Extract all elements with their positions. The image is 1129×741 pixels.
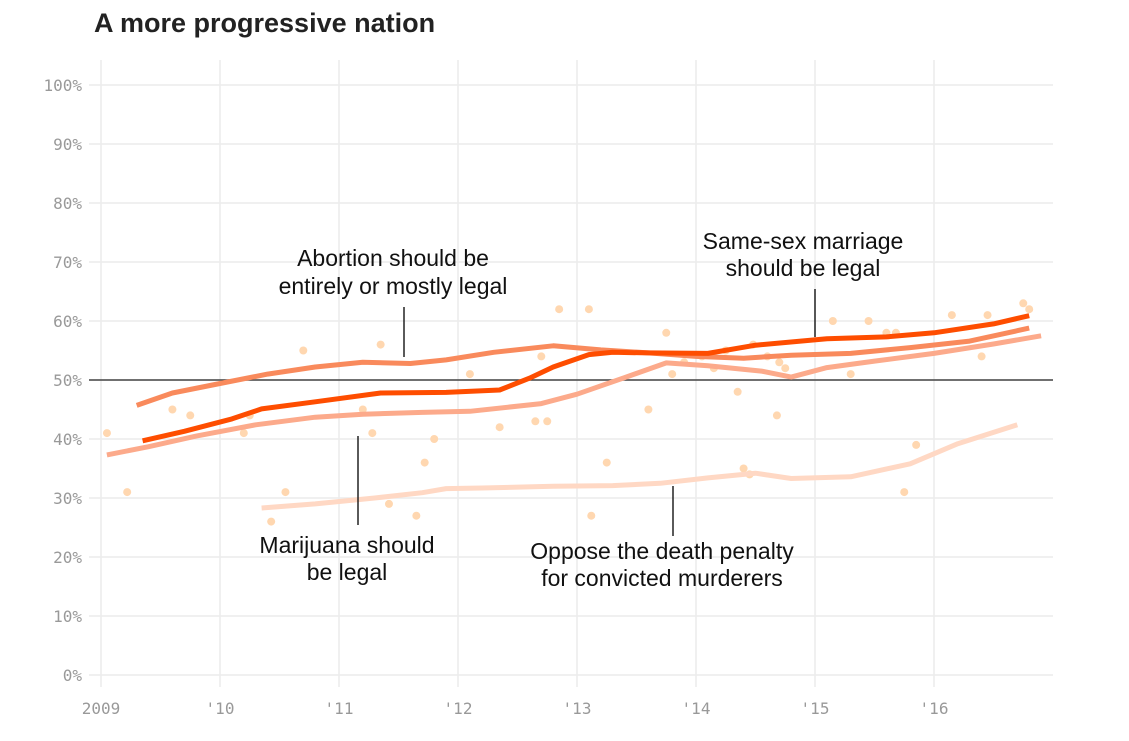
scatter-point xyxy=(412,511,421,520)
x-tick-label: '15 xyxy=(801,699,830,718)
x-tick-label: '13 xyxy=(563,699,592,718)
x-tick-label: '16 xyxy=(920,699,949,718)
annotation-label: be legal xyxy=(307,559,388,585)
series-layer xyxy=(106,313,1042,511)
scatter-point xyxy=(384,499,393,508)
series-line xyxy=(106,333,1042,458)
scatter-point xyxy=(947,311,956,320)
scatter-point xyxy=(186,411,195,420)
annotation-label: Marijuana should xyxy=(259,532,434,558)
scatter-point xyxy=(602,458,611,467)
grid-layer xyxy=(89,60,1053,687)
scatter-layer xyxy=(102,299,1034,526)
scatter-point xyxy=(846,370,855,379)
scatter-point xyxy=(584,305,593,314)
scatter-point xyxy=(983,311,992,320)
chart-title: A more progressive nation xyxy=(94,8,436,38)
y-tick-label: 60% xyxy=(53,312,82,331)
scatter-point xyxy=(430,435,439,443)
y-tick-label: 40% xyxy=(53,430,82,449)
scatter-point xyxy=(775,358,784,367)
scatter-point xyxy=(555,305,564,314)
x-tick-label: '11 xyxy=(325,699,354,718)
y-tick-label: 100% xyxy=(43,76,82,95)
scatter-point xyxy=(864,317,873,325)
scatter-point xyxy=(102,429,111,438)
annotation-label: entirely or mostly legal xyxy=(279,273,508,299)
y-tick-label: 50% xyxy=(53,371,82,390)
scatter-point xyxy=(420,458,429,467)
scatter-point xyxy=(644,405,653,414)
scatter-point xyxy=(781,364,790,373)
y-tick-label: 10% xyxy=(53,607,82,626)
y-tick-label: 80% xyxy=(53,194,82,213)
x-axis-ticks: 2009 '10 '11 '12 '13 '14 '15 '16 xyxy=(82,699,949,718)
scatter-point xyxy=(662,328,671,337)
scatter-point xyxy=(376,340,385,349)
annotation-label: Oppose the death penalty xyxy=(530,538,794,564)
scatter-point xyxy=(495,423,504,432)
scatter-point xyxy=(531,417,540,426)
scatter-point xyxy=(123,488,132,497)
scatter-point xyxy=(739,464,748,473)
scatter-point xyxy=(587,511,596,520)
annotation-label: should be legal xyxy=(726,255,881,281)
series-line xyxy=(142,313,1030,444)
y-axis-ticks: 0% 10% 20% 30% 40% 50% 60% 70% 80% 90% 100% xyxy=(43,76,82,685)
scatter-point xyxy=(828,317,837,325)
annotation-label: Same-sex marriage xyxy=(703,228,904,254)
series-line xyxy=(135,325,1030,408)
scatter-point xyxy=(1025,305,1034,314)
series-line xyxy=(261,422,1019,511)
x-tick-label: '10 xyxy=(206,699,235,718)
y-tick-label: 20% xyxy=(53,548,82,567)
scatter-point xyxy=(733,387,742,396)
scatter-point xyxy=(537,352,546,361)
scatter-point xyxy=(912,440,921,449)
scatter-point xyxy=(239,429,248,438)
scatter-point xyxy=(465,370,474,379)
y-tick-label: 90% xyxy=(53,135,82,154)
scatter-point xyxy=(668,370,677,379)
y-tick-label: 30% xyxy=(53,489,82,508)
scatter-point xyxy=(543,417,552,426)
x-tick-label: '14 xyxy=(682,699,711,718)
y-tick-label: 70% xyxy=(53,253,82,272)
scatter-point xyxy=(900,488,909,497)
scatter-point xyxy=(772,411,781,420)
scatter-point xyxy=(358,405,367,414)
x-tick-label: '12 xyxy=(444,699,473,718)
annotation-label: Abortion should be xyxy=(297,245,489,271)
scatter-point xyxy=(977,352,986,361)
scatter-point xyxy=(267,517,276,526)
y-tick-label: 0% xyxy=(63,666,83,685)
scatter-point xyxy=(281,488,290,497)
annotation-label: for convicted murderers xyxy=(541,565,783,591)
scatter-point xyxy=(1019,299,1028,308)
scatter-point xyxy=(168,405,177,414)
scatter-point xyxy=(299,346,308,355)
x-tick-label: 2009 xyxy=(82,699,121,718)
scatter-point xyxy=(368,429,377,438)
